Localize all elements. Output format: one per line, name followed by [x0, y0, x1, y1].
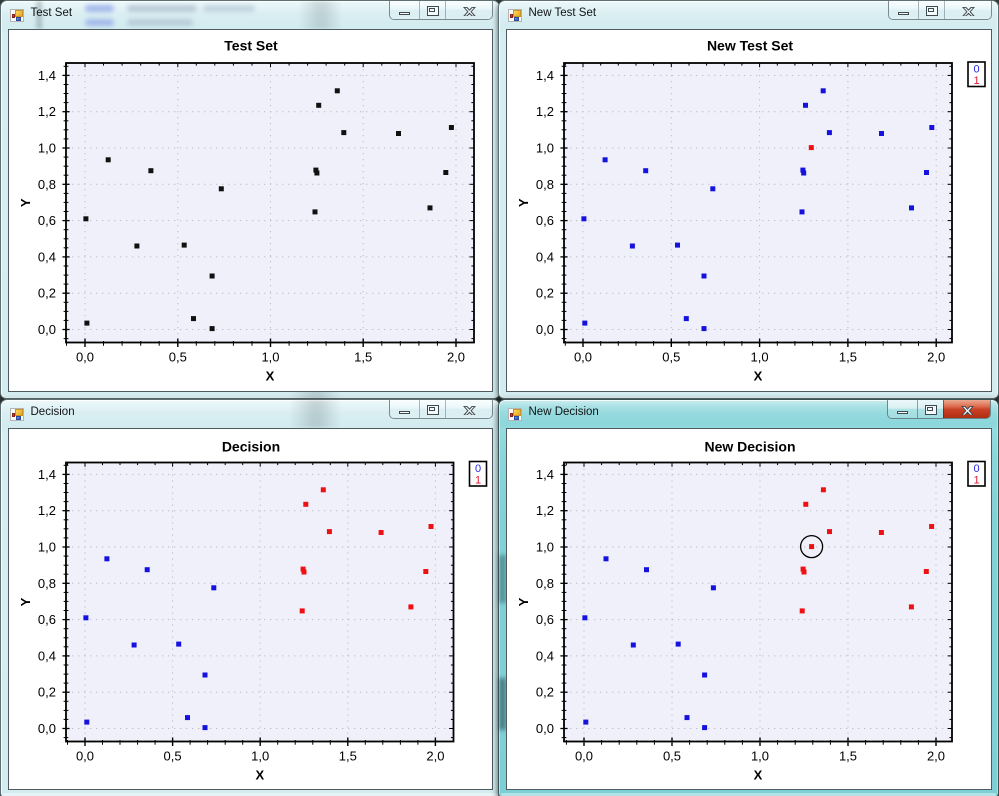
svg-text:1,5: 1,5	[354, 350, 372, 365]
svg-text:Test Set: Test Set	[224, 38, 278, 54]
svg-text:0: 0	[973, 64, 979, 76]
svg-text:New Decision: New Decision	[704, 439, 795, 455]
svg-text:2,0: 2,0	[927, 749, 945, 764]
svg-text:Decision: Decision	[222, 439, 280, 455]
svg-text:0,8: 0,8	[536, 576, 554, 591]
svg-text:0,0: 0,0	[76, 749, 94, 764]
svg-text:1,4: 1,4	[536, 68, 554, 83]
svg-text:0: 0	[973, 463, 979, 475]
svg-text:1,0: 1,0	[38, 540, 56, 555]
svg-text:1,2: 1,2	[536, 104, 554, 119]
svg-text:0,6: 0,6	[536, 612, 554, 627]
svg-text:0,2: 0,2	[38, 685, 56, 700]
svg-text:0,0: 0,0	[574, 350, 592, 365]
svg-text:0,2: 0,2	[536, 685, 554, 700]
svg-text:1: 1	[475, 475, 481, 487]
svg-text:0: 0	[475, 463, 481, 475]
svg-text:1,2: 1,2	[38, 104, 56, 119]
svg-text:1: 1	[973, 475, 979, 487]
svg-text:Y: Y	[516, 198, 531, 207]
svg-text:1,4: 1,4	[536, 467, 554, 482]
svg-text:0,4: 0,4	[536, 249, 554, 264]
svg-text:0,5: 0,5	[169, 350, 187, 365]
svg-text:New Test Set: New Test Set	[707, 38, 793, 54]
svg-text:1,5: 1,5	[839, 749, 857, 764]
svg-text:X: X	[754, 768, 763, 783]
svg-text:1,4: 1,4	[38, 467, 56, 482]
svg-text:0,0: 0,0	[38, 322, 56, 337]
svg-text:0,4: 0,4	[536, 648, 554, 663]
svg-text:2,0: 2,0	[426, 749, 444, 764]
svg-text:2,0: 2,0	[447, 350, 465, 365]
svg-text:Y: Y	[516, 597, 531, 606]
svg-text:Y: Y	[18, 198, 33, 207]
svg-text:0,5: 0,5	[164, 749, 182, 764]
svg-text:X: X	[266, 369, 275, 384]
svg-text:1,0: 1,0	[251, 749, 269, 764]
svg-text:1,0: 1,0	[38, 141, 56, 156]
svg-text:X: X	[754, 369, 763, 384]
svg-text:0,4: 0,4	[38, 249, 56, 264]
svg-text:0,0: 0,0	[76, 350, 94, 365]
svg-text:Y: Y	[18, 597, 33, 606]
svg-text:0,8: 0,8	[536, 177, 554, 192]
svg-text:1,5: 1,5	[839, 350, 857, 365]
svg-text:0,2: 0,2	[536, 286, 554, 301]
svg-text:0,0: 0,0	[536, 322, 554, 337]
svg-text:0,6: 0,6	[38, 612, 56, 627]
svg-text:0,6: 0,6	[38, 213, 56, 228]
svg-text:0,0: 0,0	[575, 749, 593, 764]
svg-text:0,8: 0,8	[38, 177, 56, 192]
svg-text:2,0: 2,0	[927, 350, 945, 365]
svg-text:1,0: 1,0	[751, 749, 769, 764]
svg-text:1,4: 1,4	[38, 68, 56, 83]
svg-text:0,0: 0,0	[38, 721, 56, 736]
svg-text:1,0: 1,0	[751, 350, 769, 365]
svg-text:0,2: 0,2	[38, 286, 56, 301]
svg-text:0,5: 0,5	[662, 350, 680, 365]
svg-text:0,6: 0,6	[536, 213, 554, 228]
svg-text:0,4: 0,4	[38, 648, 56, 663]
svg-text:1,5: 1,5	[339, 749, 357, 764]
svg-text:0,0: 0,0	[536, 721, 554, 736]
svg-text:1,2: 1,2	[38, 503, 56, 518]
svg-text:1,0: 1,0	[261, 350, 279, 365]
svg-text:1,2: 1,2	[536, 503, 554, 518]
svg-text:X: X	[255, 768, 264, 783]
svg-text:0,8: 0,8	[38, 576, 56, 591]
svg-text:0,5: 0,5	[663, 749, 681, 764]
svg-text:1,0: 1,0	[536, 141, 554, 156]
svg-text:1: 1	[973, 75, 979, 87]
svg-text:1,0: 1,0	[536, 540, 554, 555]
